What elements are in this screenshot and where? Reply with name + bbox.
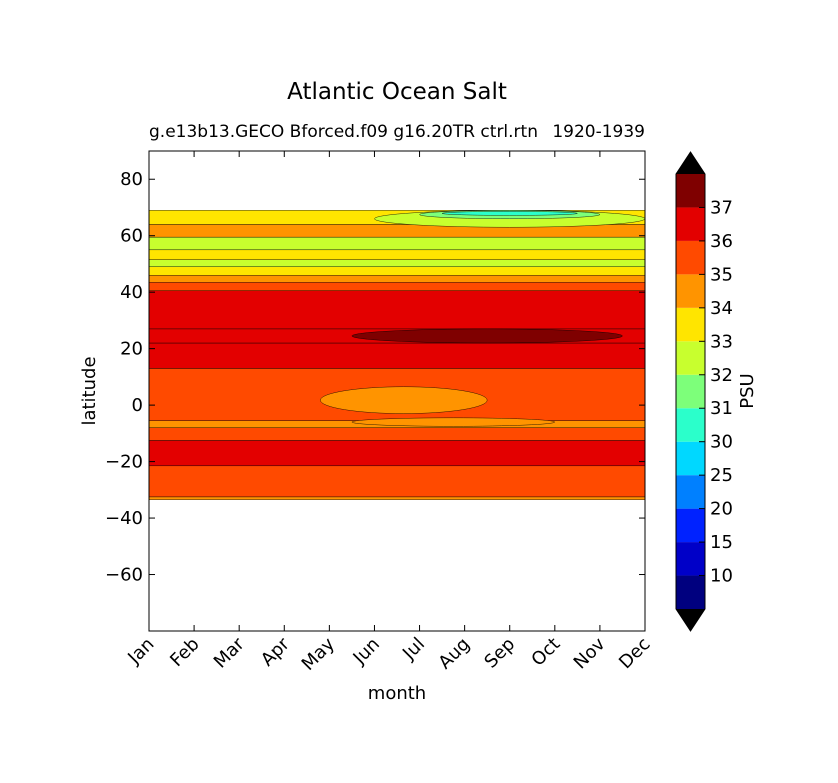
colorbar-over-arrow: [676, 152, 705, 174]
colorbar-tick-label: 34: [710, 298, 733, 319]
colorbar-label: PSU: [737, 373, 758, 408]
x-tick-label: Jan: [123, 634, 158, 669]
plot-frame: [148, 150, 646, 632]
chart-subtitle-left: g.e13b13.GECO Bforced.f09 g16.20TR ctrl.…: [149, 122, 538, 142]
x-tick-label: Dec: [615, 634, 654, 673]
colorbar-swatch: [676, 174, 705, 208]
contour-patch: [351, 417, 556, 427]
colorbar-tick-label: 15: [710, 532, 733, 553]
contour-band: [148, 427, 646, 441]
contour-band: [148, 465, 646, 498]
x-tick-label: Nov: [570, 633, 610, 673]
x-tick-label: Jul: [398, 634, 429, 665]
x-tick-label: Mar: [210, 633, 249, 672]
colorbar-swatch: [676, 307, 705, 342]
colorbar-swatch: [676, 441, 705, 476]
y-tick-label: −20: [105, 452, 143, 473]
colorbar-tick-label: 20: [710, 499, 733, 520]
contour-band: [148, 259, 646, 267]
contour-band: [148, 266, 646, 276]
x-tick-label: Sep: [480, 634, 519, 673]
colorbar-swatch: [676, 341, 705, 375]
colorbar-swatch: [676, 475, 705, 509]
contour-patch: [320, 386, 488, 414]
colorbar-swatch: [676, 207, 705, 241]
x-tick-label: Jun: [349, 634, 384, 669]
contour-patch: [351, 328, 623, 344]
colorbar-tick-label: 25: [710, 465, 733, 486]
x-tick-label: Oct: [527, 634, 564, 671]
y-axis: 80 60 40 20 0 −20 −40 −60: [105, 169, 645, 586]
contour-band: [148, 236, 646, 251]
x-tick-label: Feb: [166, 634, 203, 671]
colorbar-swatch: [676, 240, 705, 275]
contour-band: [148, 342, 646, 369]
y-tick-label: 40: [120, 282, 143, 303]
colorbar: 10 15 20 25 30 31 32 33 34 35 36 37: [675, 151, 733, 632]
chart-subtitle-right: 1920-1939: [552, 122, 645, 142]
colorbar-swatch: [676, 374, 705, 409]
colorbar-under-arrow: [676, 609, 705, 631]
y-tick-label: 0: [132, 395, 143, 416]
colorbar-frame: [675, 151, 706, 632]
x-tick-label: May: [298, 633, 339, 674]
colorbar-tick-label: 37: [710, 197, 733, 218]
y-tick-label: −60: [105, 565, 143, 586]
colorbar-tick-label: 35: [710, 264, 733, 285]
contour-band: [148, 282, 646, 291]
contour-band: [148, 496, 646, 500]
colorbar-swatch: [676, 542, 705, 576]
colorbar-tick-label: 32: [710, 365, 733, 386]
y-tick-label: 60: [120, 226, 143, 247]
contour-band: [148, 275, 646, 283]
x-tick-label: Aug: [434, 634, 474, 674]
colorbar-swatch: [676, 274, 705, 308]
y-tick-label: −40: [105, 508, 143, 529]
chart-title: Atlantic Ocean Salt: [287, 79, 507, 105]
colorbar-tick-label: 33: [710, 331, 733, 352]
colorbar-tick-label: 10: [710, 566, 733, 587]
contour-band: [148, 290, 646, 330]
plot-area: [148, 150, 646, 632]
colorbar-tick-label: 30: [710, 432, 733, 453]
contour-band: [148, 249, 646, 260]
colorbar-swatch: [676, 408, 705, 442]
x-tick-label: Apr: [257, 633, 294, 670]
colorbar-swatch: [676, 508, 705, 543]
colorbar-swatch: [676, 575, 705, 609]
y-axis-label: latitude: [79, 356, 100, 425]
x-axis-label: month: [368, 683, 426, 704]
contour-band: [148, 440, 646, 467]
y-tick-label: 80: [120, 169, 143, 190]
colorbar-tick-label: 36: [710, 231, 733, 252]
colorbar-tick-label: 31: [710, 398, 733, 419]
y-tick-label: 20: [120, 339, 143, 360]
contour-patch: [441, 211, 578, 216]
